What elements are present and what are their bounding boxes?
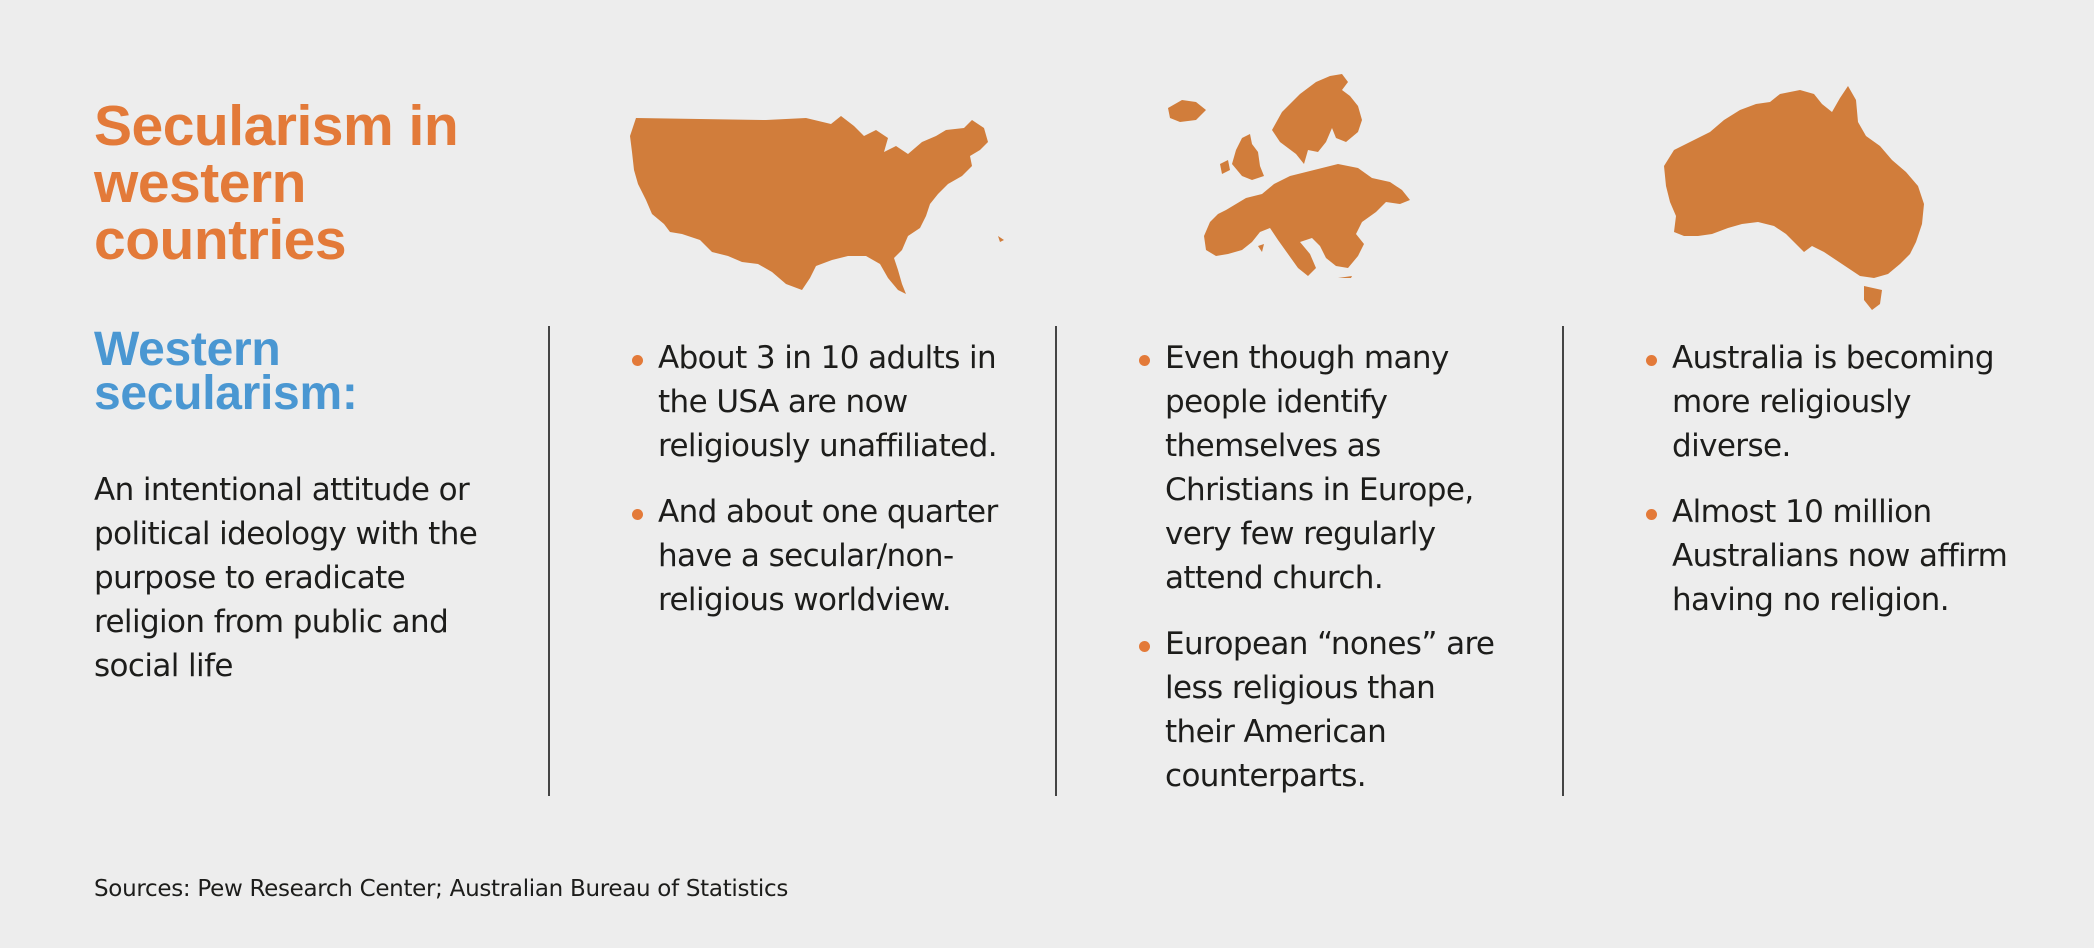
list-item: Even though many people identify themsel… <box>1137 336 1507 600</box>
australia-map-icon <box>1664 86 1924 310</box>
list-item-text: Even though many people identify themsel… <box>1165 340 1474 596</box>
list-item: Australia is becoming more religiously d… <box>1644 336 2014 468</box>
europe-map-icon <box>1168 74 1410 278</box>
list-item: And about one quarter have a secular/non… <box>630 490 1000 622</box>
europe-bullet-list: Even though many people identify themsel… <box>1137 336 1507 798</box>
bullet-dot-icon <box>1646 355 1657 366</box>
australia-bullet-list: Australia is becoming more religiously d… <box>1644 336 2014 622</box>
usa-bullet-list: About 3 in 10 adults in the USA are now … <box>630 336 1000 622</box>
column-divider <box>548 326 550 796</box>
subtitle: Western secularism: <box>94 323 358 420</box>
list-item-text: About 3 in 10 adults in the USA are now … <box>658 340 998 464</box>
usa-map-icon <box>630 116 1004 294</box>
definition-text: An intentional attitude or political ide… <box>94 472 478 684</box>
column-divider <box>1562 326 1564 796</box>
bullet-dot-icon <box>1139 641 1150 652</box>
bullet-dot-icon <box>1646 509 1657 520</box>
list-item-text: And about one quarter have a secular/non… <box>658 494 998 618</box>
list-item-text: European “nones” are less religious than… <box>1165 626 1495 794</box>
bullet-dot-icon <box>632 355 643 366</box>
list-item: Almost 10 million Australians now affirm… <box>1644 490 2014 622</box>
list-item: European “nones” are less religious than… <box>1137 622 1507 798</box>
usa-column: About 3 in 10 adults in the USA are now … <box>630 336 1000 644</box>
column-divider <box>1055 326 1057 796</box>
page-title: Secularism in western countries <box>94 94 459 272</box>
list-item: About 3 in 10 adults in the USA are now … <box>630 336 1000 468</box>
sources-footnote: Sources: Pew Research Center; Australian… <box>94 876 789 902</box>
bullet-dot-icon <box>632 509 643 520</box>
europe-column: Even though many people identify themsel… <box>1137 336 1507 820</box>
list-item-text: Australia is becoming more religiously d… <box>1672 340 1995 464</box>
bullet-dot-icon <box>1139 355 1150 366</box>
australia-column: Australia is becoming more religiously d… <box>1644 336 2014 644</box>
list-item-text: Almost 10 million Australians now affirm… <box>1672 494 2008 618</box>
